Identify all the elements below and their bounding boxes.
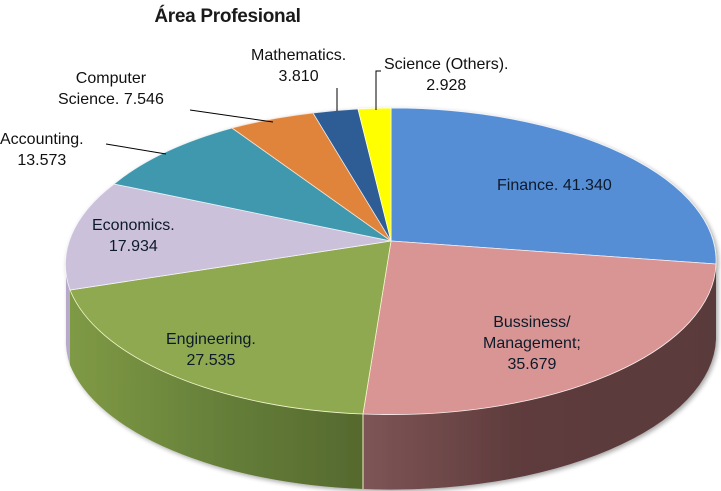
data-label-business-management: Bussiness/ Management; 35.679 bbox=[483, 314, 581, 373]
leader-line-science-others bbox=[375, 70, 381, 110]
leader-line-computer-science bbox=[189, 109, 274, 123]
slice-business-management[interactable] bbox=[362, 240, 717, 415]
data-label-engineering: Engineering. 27.535 bbox=[166, 331, 256, 369]
data-label-accounting: Accounting. 13.573 bbox=[0, 131, 84, 169]
side-wall-business bbox=[363, 264, 716, 490]
chart-title: Área Profesional bbox=[154, 6, 301, 27]
side-wall-engineering bbox=[70, 290, 363, 489]
slice-engineering[interactable] bbox=[69, 240, 392, 415]
slice-finance[interactable] bbox=[390, 107, 717, 265]
slice-science-others[interactable] bbox=[357, 107, 392, 242]
slice-accounting[interactable] bbox=[113, 127, 392, 242]
slice-economics[interactable] bbox=[65, 183, 392, 291]
data-label-science-others: Science (Others). 2.928 bbox=[384, 56, 509, 94]
data-label-computer-science: Computer Science. 7.546 bbox=[58, 70, 164, 108]
data-label-mathematics: Mathematics. 3.810 bbox=[251, 47, 347, 85]
data-label-economics: Economics. 17.934 bbox=[92, 217, 175, 255]
leader-line-accounting bbox=[105, 143, 167, 155]
data-label-finance: Finance. 41.340 bbox=[497, 177, 612, 194]
